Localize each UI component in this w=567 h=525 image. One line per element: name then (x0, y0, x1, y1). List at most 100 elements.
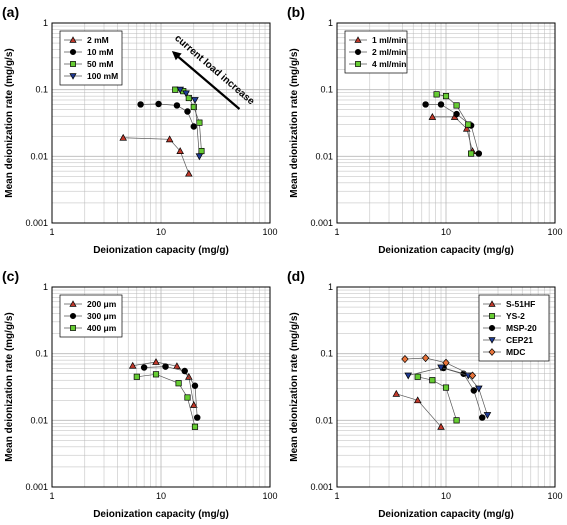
data-point (172, 86, 179, 93)
panel-label: (b) (287, 4, 305, 20)
legend-marker (70, 61, 76, 67)
plot-frame (51, 286, 271, 488)
data-point (401, 355, 409, 364)
legend: 200 μm 300 μm 400 μm (59, 294, 123, 338)
legend-label: 50 mM (87, 59, 113, 69)
plot-frame (336, 22, 556, 224)
legend-label: 4 ml/min (372, 59, 406, 69)
grid (52, 23, 270, 223)
data-point (165, 135, 174, 143)
data-point (173, 102, 181, 109)
legend-marker (69, 36, 77, 43)
x-axis-label: Deionization capacity (mg/g) (378, 245, 514, 256)
chart-panel-4: 1 10 100 0.001 0.01 0.1 1 Deionization capacity… (287, 268, 563, 520)
series-3 (433, 91, 475, 157)
legend-label: 300 μm (87, 311, 117, 321)
data-point (176, 86, 184, 94)
y-tick-label: 0.01 (315, 151, 333, 161)
data-point (422, 101, 429, 108)
series-line (417, 376, 457, 421)
data-point (437, 101, 445, 108)
data-point (152, 371, 160, 378)
data-point (404, 372, 412, 380)
series-line (425, 104, 480, 154)
x-tick-label: 100 (262, 227, 277, 237)
legend-marker (488, 337, 496, 344)
chart-panel-3: 1 10 100 0.001 0.01 0.1 1 Deionization capacity… (2, 268, 278, 520)
data-point (475, 150, 483, 157)
y-tick-label: 0.01 (30, 151, 48, 161)
data-point (468, 150, 475, 157)
data-point (133, 373, 140, 380)
data-point (433, 91, 440, 98)
series-4 (176, 86, 204, 161)
legend-marker (488, 300, 496, 307)
data-point (437, 364, 445, 372)
x-tick-label: 100 (547, 227, 562, 237)
grid (337, 23, 555, 223)
y-tick-label: 0.001 (310, 482, 333, 492)
y-axis-label: Mean deionization rate (mg/g/s) (4, 312, 15, 461)
y-tick-label: 0.01 (30, 415, 48, 425)
data-point (155, 100, 162, 108)
legend-label: 2 mM (87, 35, 109, 45)
legend-label: 10 mM (87, 47, 113, 57)
y-tick-label: 1 (43, 282, 48, 292)
series-line (404, 357, 473, 376)
data-point (453, 102, 460, 109)
legend-label: 2 ml/min (372, 47, 406, 57)
data-point (479, 414, 486, 421)
panel-label: (a) (2, 4, 19, 20)
data-point (137, 101, 144, 108)
x-tick-label: 100 (547, 491, 562, 501)
data-point (413, 396, 422, 404)
data-point (483, 412, 492, 419)
x-tick-label: 10 (441, 227, 451, 237)
data-point (437, 422, 445, 430)
data-point (442, 384, 450, 391)
data-point (119, 133, 127, 141)
x-tick-label: 1 (334, 227, 339, 237)
series-3 (133, 371, 199, 430)
series-4 (404, 364, 492, 419)
data-point (185, 94, 192, 102)
legend-marker (69, 312, 77, 320)
legend-label: YS-2 (506, 311, 525, 321)
data-point (392, 389, 401, 397)
data-point (175, 380, 182, 387)
x-tick-label: 1 (334, 491, 339, 501)
x-tick-label: 1 (49, 227, 54, 237)
data-point (173, 362, 181, 370)
y-tick-label: 1 (328, 282, 333, 292)
annotation-arrow-shaft (177, 55, 241, 110)
series-3 (172, 86, 205, 155)
panel-label: (c) (2, 268, 19, 284)
data-point (195, 153, 204, 161)
y-tick-label: 0.001 (25, 218, 48, 228)
annotation-arrow-head (171, 51, 182, 61)
panel-label: (d) (287, 268, 305, 284)
legend: S-51HF YS-2 MSP-20 CEP21 MDC (478, 294, 550, 362)
data-point (191, 97, 199, 104)
legend-label: 200 μm (87, 299, 117, 309)
plot-frame (336, 286, 556, 488)
data-point (453, 110, 460, 118)
series-2 (422, 101, 483, 157)
x-axis-label: Deionization capacity (mg/g) (378, 509, 514, 520)
legend-marker (355, 61, 361, 67)
data-point (128, 361, 137, 369)
legend-marker (69, 300, 77, 307)
data-point (470, 387, 478, 394)
data-point (182, 90, 190, 98)
y-tick-label: 1 (43, 18, 48, 28)
x-axis-label: Deionization capacity (mg/g) (93, 245, 229, 256)
y-axis-label: Mean deionization rate (mg/g/s) (289, 48, 300, 197)
data-point (198, 147, 205, 155)
y-tick-label: 0.1 (320, 349, 333, 359)
series-2 (414, 373, 460, 424)
legend: 2 mM 10 mM 50 mM 100 mM (59, 30, 123, 86)
data-point (190, 123, 198, 130)
series-2 (137, 100, 198, 130)
legend-label: MSP-20 (506, 323, 537, 333)
annotation: current load increase (171, 33, 257, 110)
